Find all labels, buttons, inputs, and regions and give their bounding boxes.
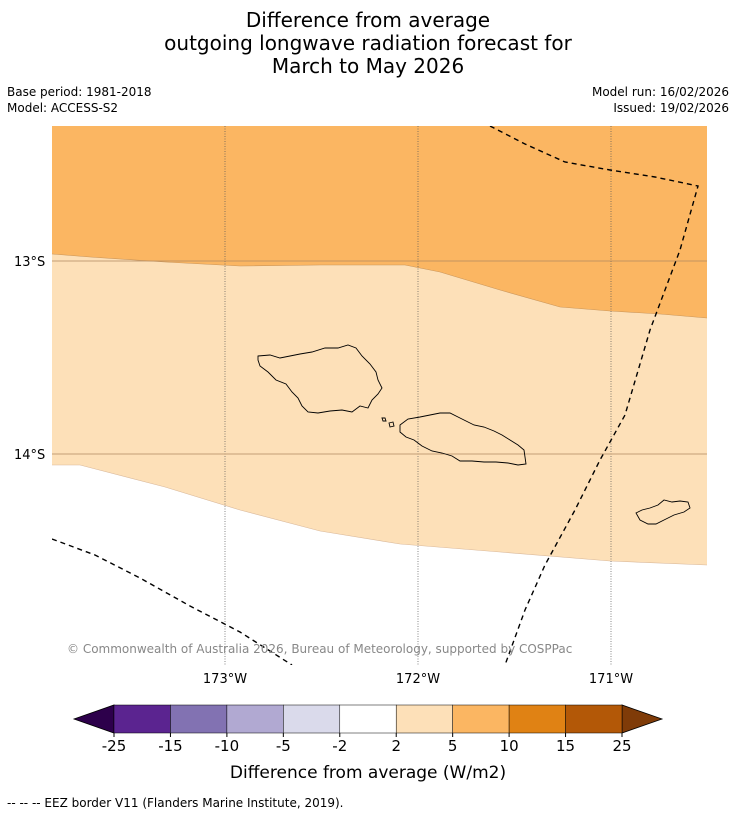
colorbar-tick-label: 10 bbox=[500, 737, 519, 755]
island-upolu bbox=[399, 412, 527, 466]
eez-border-southwest bbox=[52, 538, 293, 665]
colorbar-swatch bbox=[170, 704, 228, 734]
colorbar-swatch bbox=[395, 704, 453, 734]
colorbar-extend-high bbox=[621, 704, 664, 734]
lat-label-13s: 13°S bbox=[14, 255, 45, 270]
issued-date: Issued: 19/02/2026 bbox=[613, 101, 729, 115]
model-name: Model: ACCESS-S2 bbox=[7, 101, 119, 115]
colorbar-tick-label: -5 bbox=[276, 737, 291, 755]
colorbar-swatch bbox=[226, 704, 284, 734]
model-run: Model run: 16/02/2026 bbox=[591, 85, 729, 99]
contour-line-2 bbox=[52, 464, 707, 566]
eez-legend-note: -- -- -- EEZ border V11 (Flanders Marine… bbox=[7, 796, 344, 810]
lon-label-171w: 171°W bbox=[589, 672, 633, 687]
copyright-notice: © Commonwealth of Australia 2026, Bureau… bbox=[67, 642, 572, 656]
band-5-to-10 bbox=[52, 126, 707, 318]
colorbar-label: Difference from average (W/m2) bbox=[230, 763, 506, 783]
lon-label-173w: 173°W bbox=[203, 672, 247, 687]
colorbar-tick-label: -2 bbox=[332, 737, 347, 755]
map-panel bbox=[52, 126, 707, 665]
colorbar-swatch bbox=[508, 704, 566, 734]
island-savaii bbox=[257, 344, 383, 414]
colorbar: -25 -15 -10 -5 -2 2 5 10 15 25 bbox=[72, 704, 664, 755]
lon-label-172w: 172°W bbox=[396, 672, 440, 687]
colorbar-extend-low bbox=[72, 704, 115, 734]
title-line-1: Difference from average bbox=[245, 8, 491, 32]
island-apolima bbox=[381, 417, 387, 422]
colorbar-tick-label: 5 bbox=[448, 737, 458, 755]
island-tutuila bbox=[635, 499, 691, 525]
title-line-3: March to May 2026 bbox=[271, 54, 465, 78]
island-manono bbox=[388, 421, 395, 428]
eez-border-north bbox=[489, 126, 699, 665]
title-line-2: outgoing longwave radiation forecast for bbox=[164, 31, 572, 55]
colorbar-tick-label: 15 bbox=[556, 737, 575, 755]
colorbar-swatch bbox=[339, 704, 397, 734]
colorbar-swatch bbox=[565, 704, 623, 734]
colorbar-swatch bbox=[283, 704, 341, 734]
colorbar-tick-label: -25 bbox=[102, 737, 127, 755]
colorbar-swatch bbox=[113, 704, 171, 734]
colorbar-tick-label: 25 bbox=[612, 737, 631, 755]
colorbar-tick-label: -10 bbox=[215, 737, 240, 755]
colorbar-tick-label: -15 bbox=[158, 737, 183, 755]
lat-label-14s: 14°S bbox=[14, 448, 45, 463]
base-period: Base period: 1981-2018 bbox=[7, 85, 152, 99]
colorbar-swatch bbox=[452, 704, 510, 734]
colorbar-tick-label: 2 bbox=[391, 737, 401, 755]
